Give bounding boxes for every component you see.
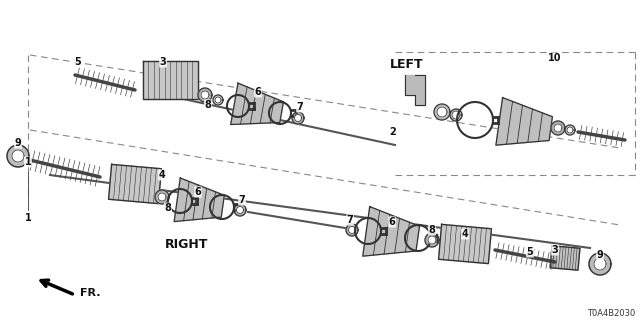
Polygon shape (425, 233, 439, 247)
Polygon shape (589, 253, 611, 275)
Polygon shape (567, 127, 573, 133)
Polygon shape (234, 204, 246, 216)
Polygon shape (428, 236, 436, 244)
Text: 7: 7 (347, 215, 353, 225)
Text: LEFT: LEFT (390, 58, 424, 71)
Text: 8: 8 (429, 225, 435, 235)
Polygon shape (213, 95, 223, 105)
Polygon shape (551, 121, 565, 135)
Text: 1: 1 (24, 157, 31, 167)
Polygon shape (201, 91, 209, 99)
Polygon shape (12, 150, 24, 162)
Text: 8: 8 (164, 203, 172, 213)
Text: 1: 1 (24, 213, 31, 223)
Polygon shape (550, 246, 580, 270)
Text: 6: 6 (255, 87, 261, 97)
Text: 7: 7 (239, 195, 245, 205)
Polygon shape (230, 83, 284, 124)
Polygon shape (594, 258, 606, 270)
Polygon shape (215, 97, 221, 103)
Polygon shape (294, 115, 301, 122)
Text: 9: 9 (596, 250, 604, 260)
Polygon shape (496, 98, 552, 145)
Polygon shape (405, 75, 425, 105)
Text: 4: 4 (461, 229, 468, 239)
Polygon shape (554, 124, 562, 132)
Text: 3: 3 (552, 245, 558, 255)
Text: 6: 6 (195, 187, 202, 197)
Text: 3: 3 (159, 57, 166, 67)
Text: 5: 5 (75, 57, 81, 67)
Text: 2: 2 (390, 127, 396, 137)
Polygon shape (349, 227, 355, 234)
Text: 5: 5 (527, 247, 533, 257)
Text: 7: 7 (296, 102, 303, 112)
Text: 8: 8 (205, 100, 211, 110)
Polygon shape (174, 178, 224, 221)
Polygon shape (346, 224, 358, 236)
Polygon shape (292, 112, 304, 124)
Text: 10: 10 (548, 53, 562, 63)
Polygon shape (198, 88, 212, 102)
Polygon shape (155, 190, 169, 204)
Text: 6: 6 (388, 217, 396, 227)
Polygon shape (7, 145, 29, 167)
Polygon shape (237, 206, 243, 213)
Text: T0A4B2030: T0A4B2030 (587, 309, 635, 318)
Polygon shape (434, 104, 450, 120)
Polygon shape (565, 125, 575, 135)
Polygon shape (438, 224, 492, 264)
Polygon shape (158, 193, 166, 201)
Polygon shape (437, 107, 447, 117)
Polygon shape (450, 109, 462, 121)
Polygon shape (452, 111, 460, 119)
Text: 9: 9 (15, 138, 21, 148)
Text: RIGHT: RIGHT (165, 238, 209, 251)
Text: 4: 4 (159, 170, 165, 180)
Polygon shape (109, 164, 161, 204)
Text: FR.: FR. (80, 288, 100, 298)
Polygon shape (143, 61, 198, 99)
Polygon shape (363, 207, 419, 256)
